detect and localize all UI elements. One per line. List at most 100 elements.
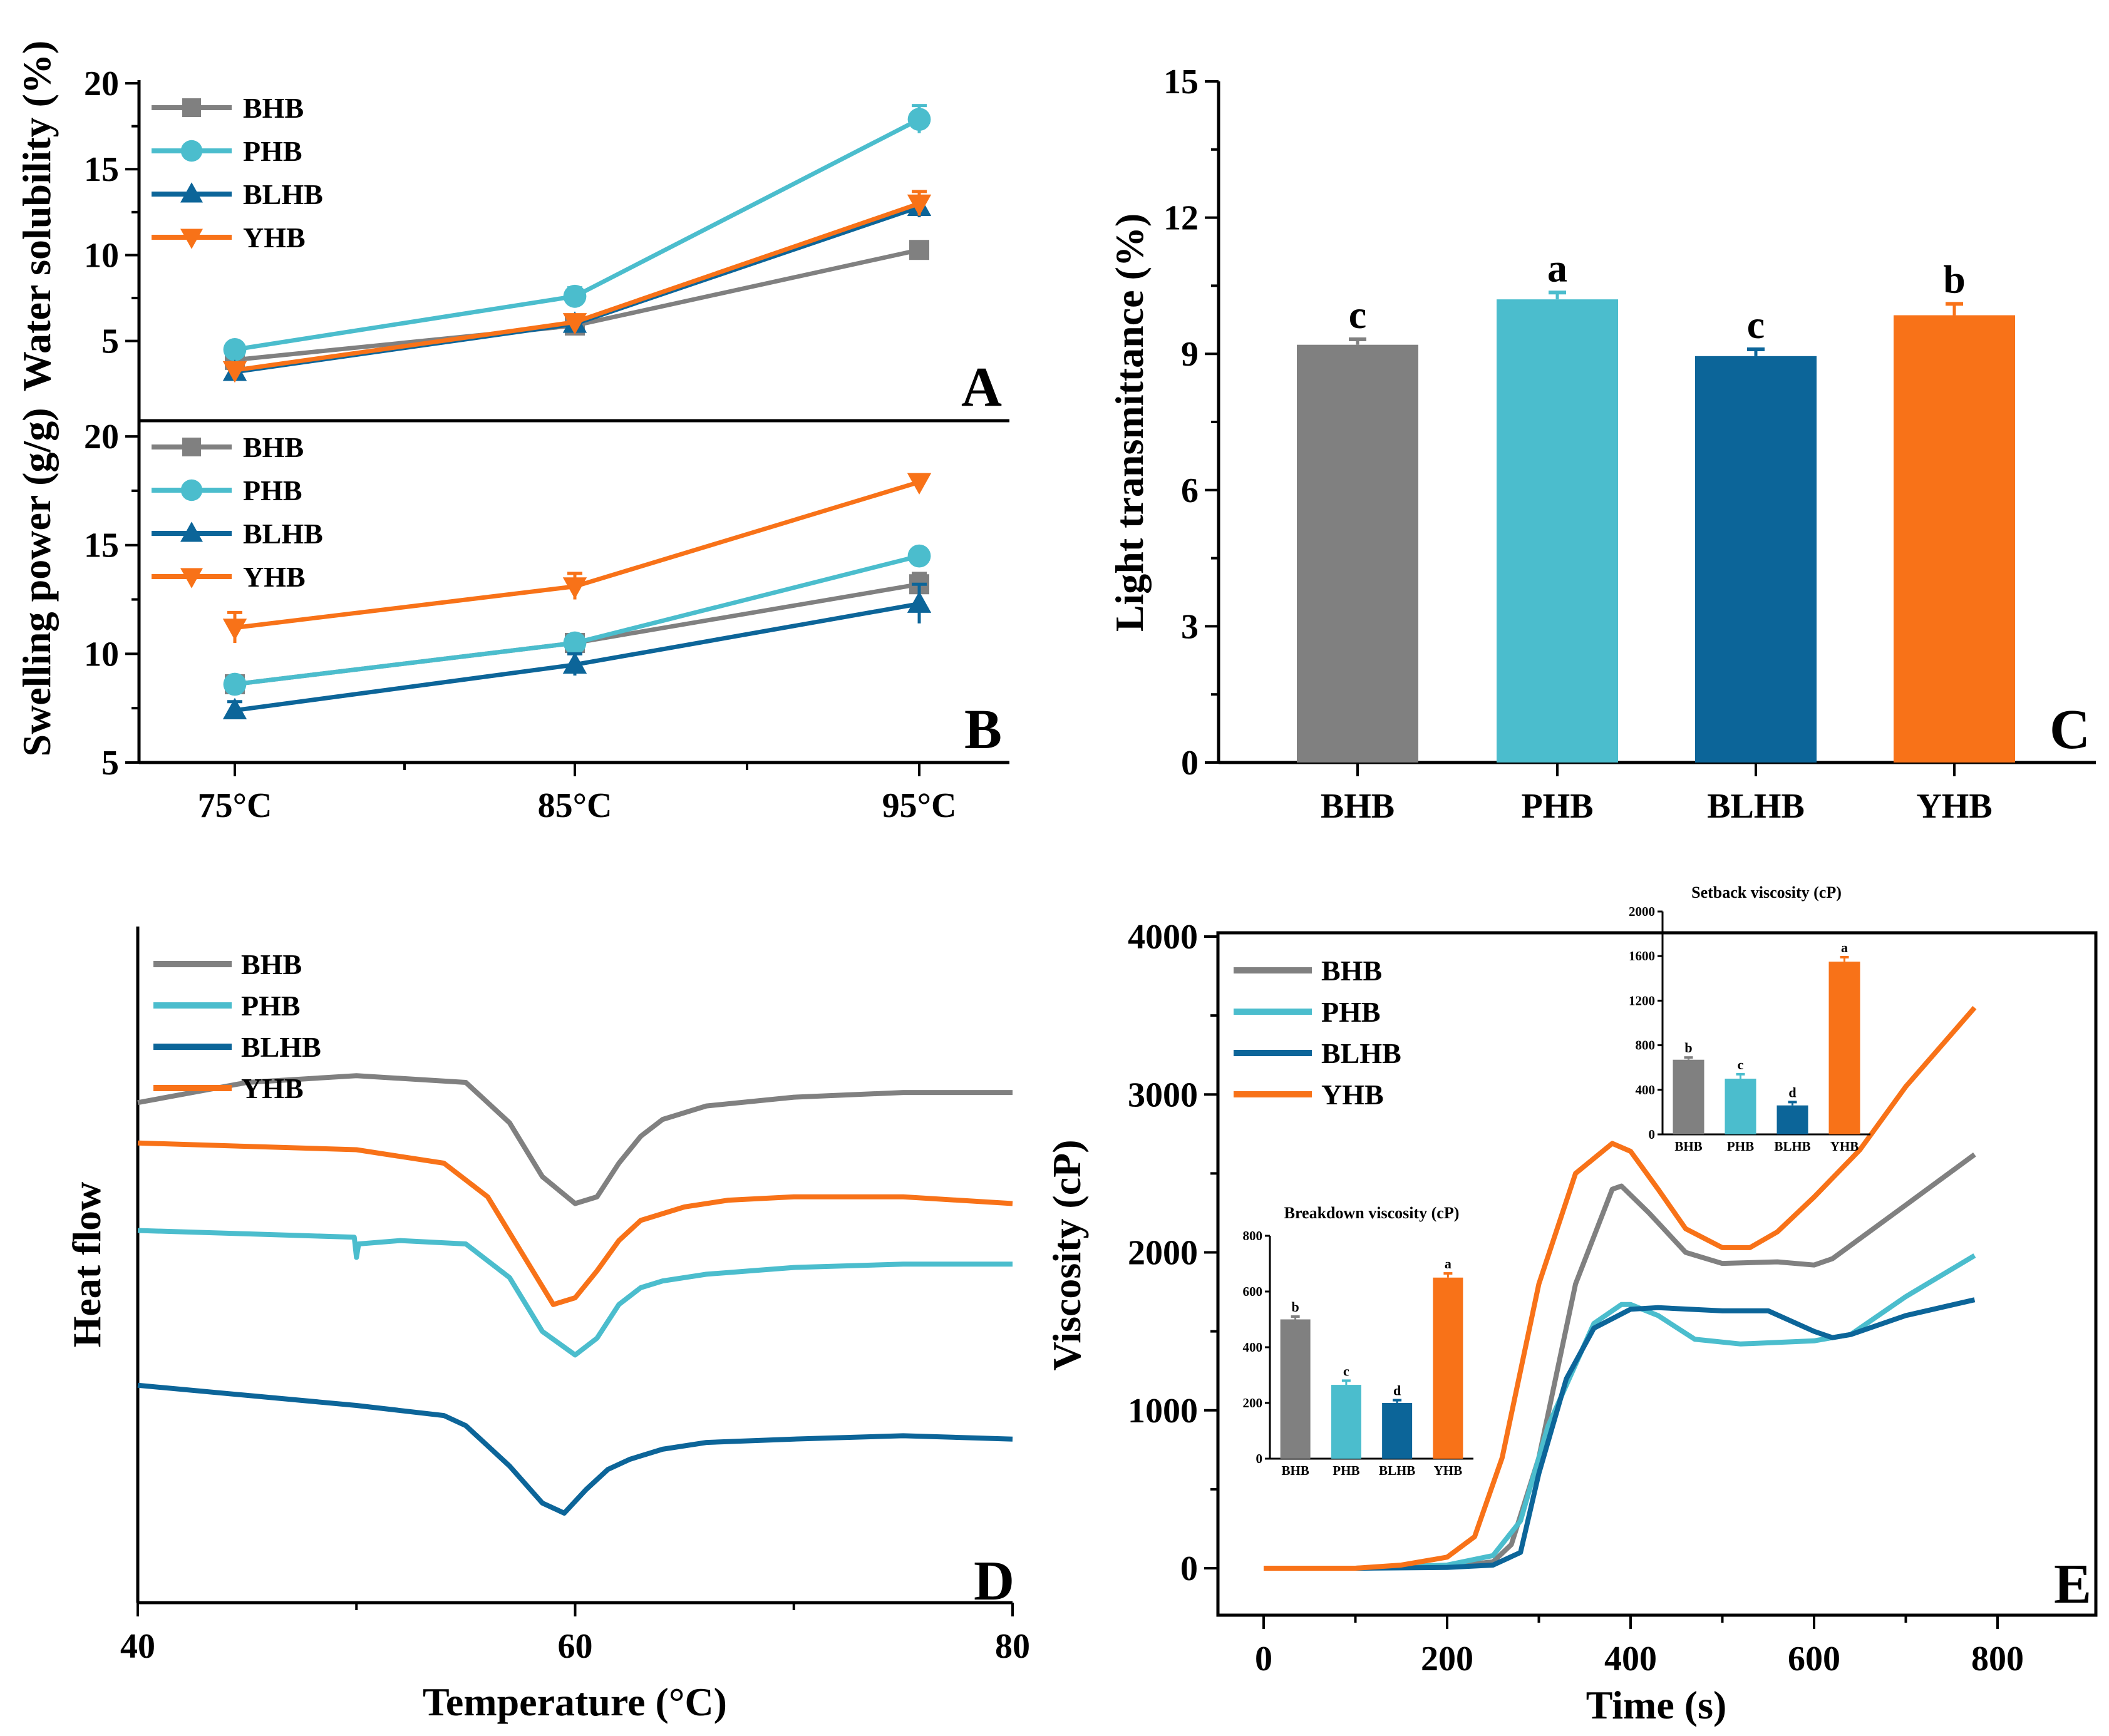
data-point-phb	[563, 631, 587, 655]
inset-bar-bhb	[1280, 1319, 1311, 1459]
legend-label: YHB	[243, 561, 306, 593]
viscosity-curve-phb	[1264, 1253, 1976, 1571]
x-tick-label: 85°C	[538, 786, 612, 825]
x-tick-label: 400	[1604, 1640, 1657, 1678]
legend-label: BLHB	[1321, 1037, 1401, 1069]
inset-significance-letter: d	[1393, 1383, 1401, 1399]
data-point-phb	[563, 284, 587, 308]
data-point-blhb	[222, 697, 247, 720]
y-tick-label: 9	[1181, 335, 1199, 374]
dsc-curve-yhb	[137, 1140, 1013, 1307]
x-axis-title: Time (s)	[1586, 1683, 1727, 1727]
y-axis-title: Swelling power (g/g)	[14, 408, 59, 756]
legend-marker-blhb	[180, 182, 203, 203]
bar-yhb	[1894, 315, 2015, 763]
inset-y-tick-label: 600	[1243, 1284, 1263, 1299]
x-axis-title: Temperature (°C)	[423, 1680, 727, 1724]
y-tick-label: 2000	[1128, 1234, 1198, 1273]
inset-x-tick-label: PHB	[1727, 1139, 1754, 1154]
inset-bar-phb	[1331, 1385, 1361, 1459]
legend-label: YHB	[1321, 1079, 1384, 1111]
data-point-yhb	[907, 194, 932, 217]
data-point-yhb	[562, 313, 587, 335]
significance-letter: a	[1547, 245, 1567, 290]
inset-x-tick-label: PHB	[1333, 1463, 1359, 1478]
legend-label: BHB	[241, 948, 302, 980]
legend-marker-phb	[180, 479, 203, 501]
legend-label: YHB	[243, 222, 306, 254]
panel-a: 5 10 15 20 BHB PHB BLHB YHB A Water solubility (%…	[14, 41, 1009, 763]
y-tick-label: 6	[1181, 471, 1199, 510]
inset-x-tick-label: BLHB	[1379, 1463, 1415, 1478]
significance-letter: c	[1349, 292, 1366, 337]
viscosity-curve-blhb	[1264, 1297, 1976, 1571]
y-tick-label: 0	[1180, 1549, 1198, 1588]
y-tick-label: 20	[84, 64, 119, 103]
inset-title: Breakdown viscosity (cP)	[1284, 1204, 1460, 1222]
data-point-yhb	[562, 577, 587, 599]
inset-title: Setback viscosity (cP)	[1691, 883, 1842, 901]
inset-bar-yhb	[1828, 962, 1860, 1134]
x-tick-label: 600	[1788, 1640, 1840, 1678]
inset-y-tick-label: 1200	[1629, 993, 1655, 1008]
legend-label: BLHB	[243, 178, 323, 210]
inset-y-tick-label: 800	[1243, 1228, 1263, 1243]
data-point-blhb	[907, 591, 932, 613]
panel-letter: C	[2050, 699, 2090, 761]
legend-label: BLHB	[243, 518, 323, 550]
x-tick-label: BHB	[1321, 787, 1395, 826]
breakdown-inset: Breakdown viscosity (cP) 0 200 400 600 800 b BH…	[1243, 1204, 1473, 1478]
legend-marker-yhb	[180, 229, 203, 249]
inset-y-tick-label: 200	[1243, 1395, 1263, 1410]
inset-y-tick-label: 800	[1636, 1038, 1656, 1053]
y-axis-title: Light transmittance (%)	[1107, 213, 1152, 632]
inset-significance-letter: a	[1841, 940, 1848, 955]
data-point-yhb	[222, 619, 247, 640]
x-tick-label: 80	[995, 1627, 1030, 1666]
inset-bar-bhb	[1673, 1059, 1704, 1134]
y-tick-label: 20	[84, 418, 119, 456]
legend-marker-phb	[180, 140, 203, 162]
y-tick-label: 10	[84, 236, 119, 275]
panel-c: 0 3 6 9 12 15 c BHB a PHB c BLHB b YHB Light transmitt…	[1107, 63, 2096, 826]
panel-d: 40 60 80 BHB PHB BLHB YHB Temperature (°C) Heat …	[64, 927, 1030, 1724]
legend-label: PHB	[243, 475, 302, 506]
legend-label: PHB	[241, 990, 301, 1022]
panel-b: 5 10 15 20 BHB PHB BLHB YHB B 75°C 85°C 95°C Swellin…	[14, 408, 1009, 825]
x-tick-label: 40	[120, 1627, 155, 1666]
y-tick-label: 1000	[1128, 1392, 1198, 1430]
panel-letter: D	[974, 1550, 1014, 1612]
panel-letter: B	[964, 699, 1002, 761]
y-tick-label: 15	[1163, 63, 1199, 101]
legend-label: PHB	[243, 135, 302, 167]
data-point-phb	[223, 337, 247, 361]
legend-marker-bhb	[182, 98, 201, 117]
inset-y-tick-label: 400	[1243, 1340, 1263, 1355]
inset-significance-letter: b	[1292, 1299, 1299, 1315]
y-tick-label: 4000	[1128, 918, 1198, 957]
setback-inset: Setback viscosity (cP) 0 400 800 1200 1600 200…	[1629, 883, 1870, 1154]
legend-label: BHB	[1321, 955, 1382, 987]
significance-letter: c	[1747, 302, 1765, 347]
inset-bar-blhb	[1776, 1105, 1808, 1134]
y-tick-label: 10	[84, 635, 119, 674]
inset-bar-yhb	[1433, 1277, 1463, 1459]
legend-label: PHB	[1321, 996, 1381, 1028]
panel-letter: A	[961, 356, 1002, 418]
inset-y-tick-label: 400	[1636, 1082, 1656, 1097]
inset-significance-letter: c	[1343, 1363, 1349, 1379]
x-tick-label: BLHB	[1707, 787, 1805, 826]
data-point-bhb	[909, 240, 929, 260]
inset-x-tick-label: YHB	[1434, 1463, 1463, 1478]
panel-e: 0 200 400 600 80001000200030004000BHBPHBBLHB…	[1044, 883, 2098, 1727]
legend-label: BLHB	[241, 1031, 321, 1063]
bar-blhb	[1695, 356, 1817, 763]
series-line-yhb	[234, 480, 920, 630]
panel-letter: E	[2054, 1553, 2091, 1615]
inset-x-tick-label: YHB	[1830, 1139, 1859, 1154]
dsc-curve-phb	[137, 1228, 1013, 1358]
bar-phb	[1497, 299, 1618, 763]
data-point-yhb	[222, 361, 247, 383]
data-point-phb	[223, 672, 247, 696]
